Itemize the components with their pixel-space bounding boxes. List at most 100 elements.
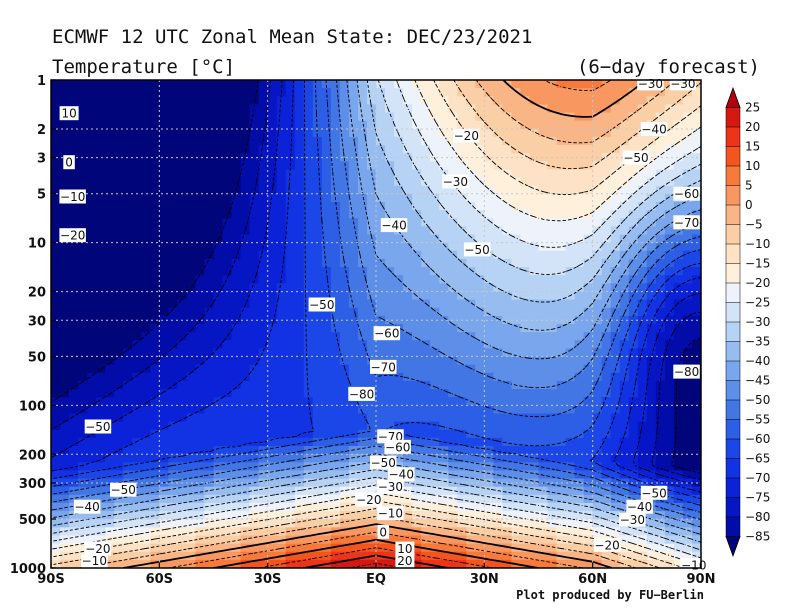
field-cell	[231, 527, 242, 537]
field-cell	[132, 291, 142, 301]
field-cell	[294, 307, 305, 317]
field-cell	[565, 299, 576, 309]
field-cell	[312, 80, 323, 89]
field-cell	[177, 202, 188, 211]
field-cell	[619, 380, 630, 390]
field-cell	[321, 446, 332, 455]
field-cell	[439, 210, 449, 219]
field-cell	[276, 161, 287, 171]
field-cell	[159, 128, 169, 138]
field-cell	[276, 437, 287, 447]
field-cell	[204, 169, 215, 179]
field-cell	[132, 120, 142, 130]
field-cell	[646, 462, 657, 471]
field-cell	[321, 502, 332, 512]
field-cell	[385, 494, 395, 504]
field-cell	[249, 348, 260, 358]
field-cell	[159, 364, 169, 374]
contour-label-box	[81, 553, 108, 568]
field-cell	[78, 405, 88, 415]
field-cell	[222, 502, 233, 512]
field-cell	[511, 372, 522, 382]
field-cell	[78, 332, 88, 341]
field-cell	[547, 340, 558, 349]
field-cell	[475, 218, 485, 227]
field-cell	[592, 145, 603, 154]
field-cell	[213, 454, 224, 463]
field-cell	[592, 120, 603, 130]
field-cell	[258, 307, 269, 317]
field-cell	[339, 283, 350, 293]
field-cell	[186, 364, 197, 374]
field-cell	[529, 136, 540, 146]
field-cell	[691, 299, 701, 309]
colorbar-swatch	[725, 224, 741, 245]
field-cell	[231, 389, 242, 398]
field-cell	[132, 193, 142, 203]
field-cell	[51, 234, 61, 244]
field-cell	[177, 397, 188, 406]
field-cell	[655, 559, 666, 568]
field-cell	[204, 348, 215, 358]
field-cell	[466, 210, 476, 219]
field-cell	[240, 486, 251, 496]
field-cell	[150, 478, 160, 488]
field-cell	[547, 494, 558, 504]
field-cell	[547, 454, 558, 463]
field-cell	[646, 348, 657, 358]
field-cell	[466, 88, 476, 97]
field-cell	[141, 136, 151, 146]
field-cell	[312, 446, 323, 455]
field-cell	[249, 332, 260, 341]
field-cell	[475, 559, 485, 568]
field-cell	[682, 494, 693, 504]
field-cell	[412, 96, 422, 105]
field-cell	[177, 161, 188, 171]
field-cell	[222, 429, 233, 439]
field-cell	[366, 226, 377, 236]
field-cell	[195, 242, 206, 252]
field-cell	[78, 511, 88, 520]
field-cell	[511, 332, 522, 341]
field-cell	[294, 446, 305, 455]
field-cell	[150, 470, 160, 480]
field-cell	[294, 145, 305, 154]
field-cell	[357, 551, 368, 561]
field-cell	[610, 88, 621, 97]
field-cell	[457, 470, 467, 480]
field-cell	[439, 267, 449, 276]
field-cell	[520, 112, 531, 122]
field-cell	[312, 511, 323, 520]
field-cell	[114, 136, 124, 146]
field-cell	[132, 250, 142, 260]
contour-label: −50	[111, 483, 136, 497]
field-cell	[601, 372, 612, 382]
field-cell	[529, 332, 540, 341]
field-cell	[222, 161, 233, 171]
field-cell	[96, 202, 106, 211]
field-cell	[520, 535, 531, 545]
field-cell	[60, 96, 70, 105]
field-cell	[186, 185, 197, 195]
field-cell	[637, 104, 648, 114]
field-cell	[502, 96, 513, 105]
field-cell	[258, 299, 269, 309]
field-cell	[366, 307, 377, 317]
field-cell	[141, 267, 151, 276]
field-cell	[385, 258, 395, 268]
field-cell	[682, 258, 693, 268]
field-cell	[249, 104, 260, 114]
field-cell	[231, 307, 242, 317]
field-cell	[619, 454, 630, 463]
field-cell	[258, 104, 269, 114]
field-cell	[78, 88, 88, 97]
field-cell	[321, 470, 332, 480]
field-cell	[204, 478, 215, 488]
field-cell	[466, 486, 476, 496]
x-tick-label: 60N	[578, 572, 607, 587]
field-cell	[475, 202, 485, 211]
field-cell	[385, 136, 395, 146]
field-cell	[132, 405, 142, 415]
field-cell	[105, 120, 115, 130]
field-cell	[96, 502, 106, 512]
